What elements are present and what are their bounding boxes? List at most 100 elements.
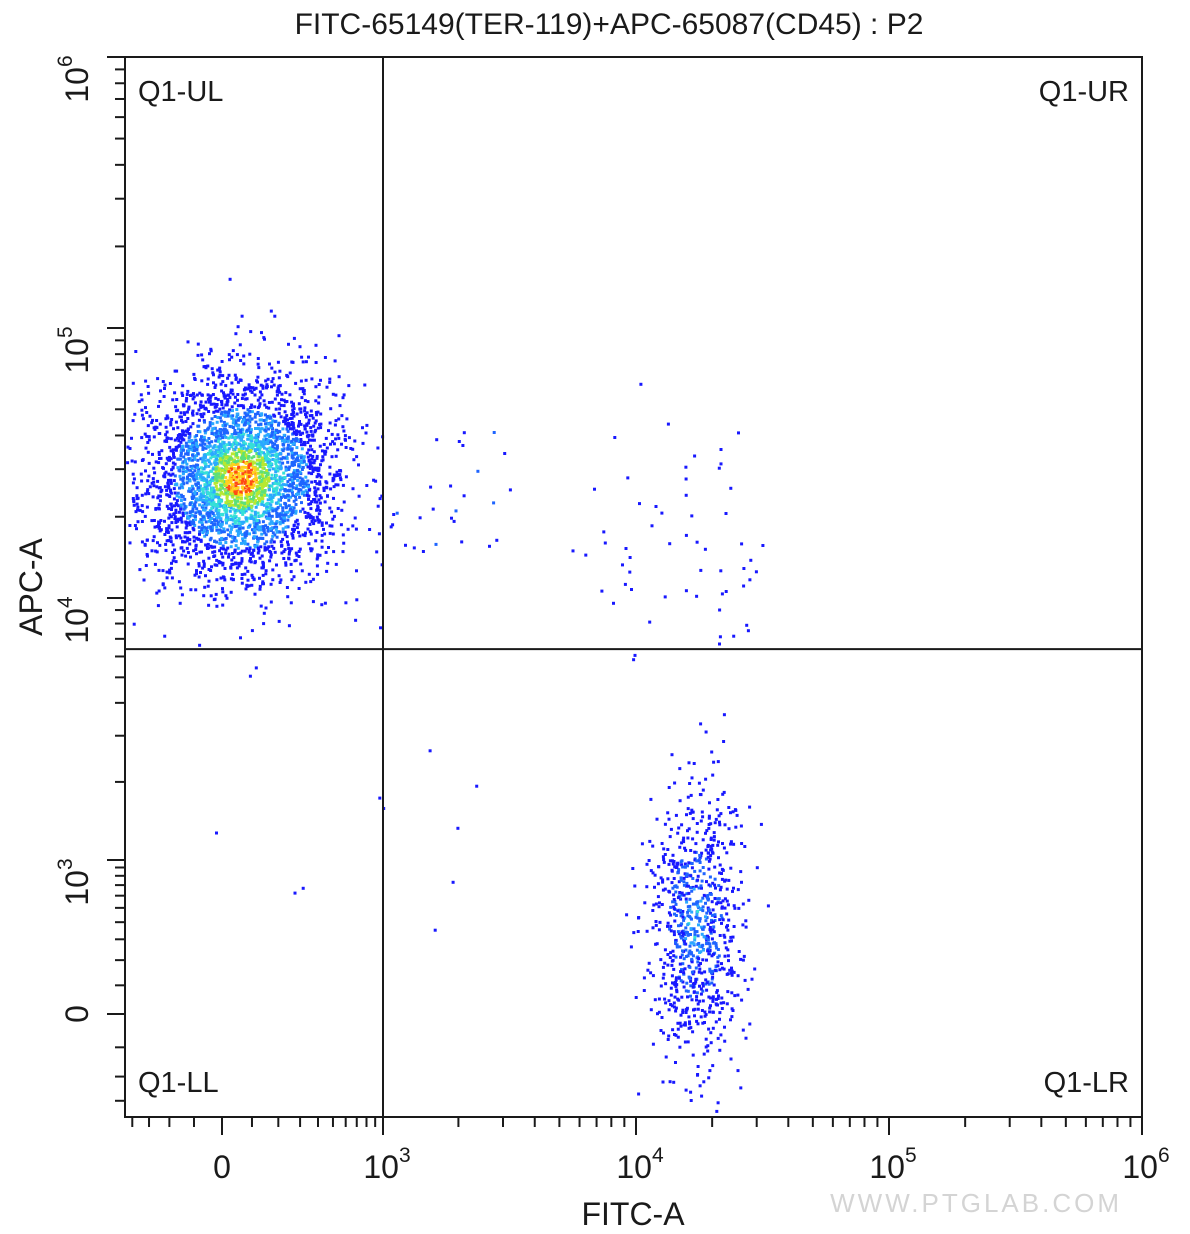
lr-event-dot	[680, 922, 684, 926]
lr-event-dot	[666, 848, 670, 851]
ul-event-dot	[286, 452, 290, 456]
ul-event-dot	[284, 419, 287, 423]
lr-event-dot	[708, 1069, 712, 1073]
ul-event-dot	[157, 506, 161, 510]
ul-event-dot	[240, 420, 244, 424]
ul-event-dot	[215, 481, 219, 485]
lr-event-dot	[685, 872, 689, 876]
lr-event-dot	[697, 957, 701, 961]
ul-event-dot	[315, 500, 319, 504]
lr-event-dot	[699, 819, 703, 823]
ul-event-dot	[231, 536, 235, 540]
ul-event-dot	[176, 519, 180, 523]
ul-event-dot	[273, 414, 277, 418]
ul-event-dot	[282, 471, 286, 475]
ul-event-dot	[341, 533, 345, 537]
ul-event-dot	[155, 485, 159, 489]
ul-event-dot	[298, 420, 301, 423]
ul-event-dot	[169, 536, 173, 540]
ul-event-dot	[241, 512, 245, 516]
lr-event-dot	[657, 997, 661, 1001]
ul-event-dot	[278, 520, 282, 524]
ul-event-dot	[153, 562, 157, 566]
ul-event-dot	[224, 451, 228, 454]
lr-event-dot	[707, 947, 711, 951]
ul-event-dot	[266, 502, 270, 505]
ul-event-dot	[236, 380, 240, 384]
ul-event-dot	[154, 425, 158, 429]
ul-event-dot	[341, 396, 345, 400]
lr-event-dot	[634, 996, 638, 999]
ul-event-dot	[357, 494, 361, 498]
ul-event-dot	[316, 504, 320, 508]
lr-event-dot	[679, 909, 682, 913]
ul-event-dot	[174, 508, 178, 512]
ul-event-dot	[275, 459, 279, 463]
x-tick-label-base: 10	[1122, 1149, 1158, 1185]
ul-event-dot	[196, 430, 200, 434]
lr-event-dot	[721, 918, 725, 922]
ul-event-dot	[150, 519, 154, 523]
lr-event-dot	[676, 1035, 680, 1039]
lr-event-dot	[693, 850, 697, 854]
ul-event-dot	[185, 396, 189, 400]
x-axis: 0 103 104 105 106	[131, 1117, 1170, 1185]
ul-event-dot	[249, 474, 253, 478]
y-tick-label-exp: 3	[54, 858, 77, 870]
ul-event-dot	[271, 458, 275, 461]
ul-event-dot	[260, 441, 264, 445]
ul-event-dot	[187, 440, 191, 444]
ul-event-dot	[237, 472, 241, 476]
ul-event-dot	[351, 524, 355, 528]
ul-event-dot	[304, 360, 308, 364]
ul-event-dot	[196, 445, 200, 448]
lr-event-dot	[706, 855, 710, 859]
ul-event-dot	[290, 404, 294, 408]
lr-event-dot	[728, 939, 732, 943]
ur-event-dot	[745, 623, 749, 627]
ul-event-dot	[181, 444, 185, 448]
lr-event-dot	[696, 878, 700, 882]
ul-event-dot	[188, 523, 192, 527]
ul-event-dot	[217, 367, 221, 371]
lr-event-dot	[704, 936, 708, 940]
ul-event-dot	[232, 418, 236, 422]
lr-event-dot	[653, 885, 656, 889]
ul-event-dot	[174, 409, 178, 413]
ul-event-dot	[191, 471, 195, 475]
ul-event-dot	[281, 537, 285, 541]
ul-event-dot	[274, 470, 278, 474]
ul-event-dot	[175, 436, 179, 440]
ul-event-dot	[278, 437, 282, 440]
lr-event-dot	[667, 1034, 671, 1038]
ul-event-dot	[284, 563, 288, 567]
ul-event-dot	[272, 540, 276, 544]
ul-event-dot	[228, 524, 232, 528]
ul-event-dot	[260, 478, 264, 482]
ul-event-dot	[289, 562, 293, 566]
ul-event-dot	[193, 518, 197, 522]
ul-event-dot	[191, 397, 195, 401]
ul-event-dot	[206, 377, 210, 381]
lr-event-dot	[676, 1021, 680, 1025]
ul-event-dot	[234, 481, 238, 485]
lr-event-dot	[698, 869, 702, 873]
ul-event-dot	[268, 522, 272, 526]
ul-event-dot	[204, 574, 207, 578]
ul-event-dot	[253, 436, 257, 440]
ul-event-dot	[317, 401, 321, 405]
lr-event-dot	[674, 1006, 678, 1010]
x-tick-label: 105	[869, 1144, 916, 1185]
lr-event-dot	[669, 929, 673, 933]
lr-event-dot	[690, 960, 694, 964]
ul-event-dot	[199, 538, 203, 542]
ul-event-dot	[270, 450, 274, 453]
ul-event-dot	[291, 437, 295, 441]
ul-event-dot	[315, 454, 319, 458]
ul-event-dot	[273, 449, 277, 453]
ul-event-dot	[219, 484, 223, 488]
lr-event-dot	[695, 948, 699, 952]
ul-event-dot	[260, 393, 264, 397]
ul-event-dot	[243, 507, 247, 511]
ul-event-dot	[222, 576, 226, 580]
